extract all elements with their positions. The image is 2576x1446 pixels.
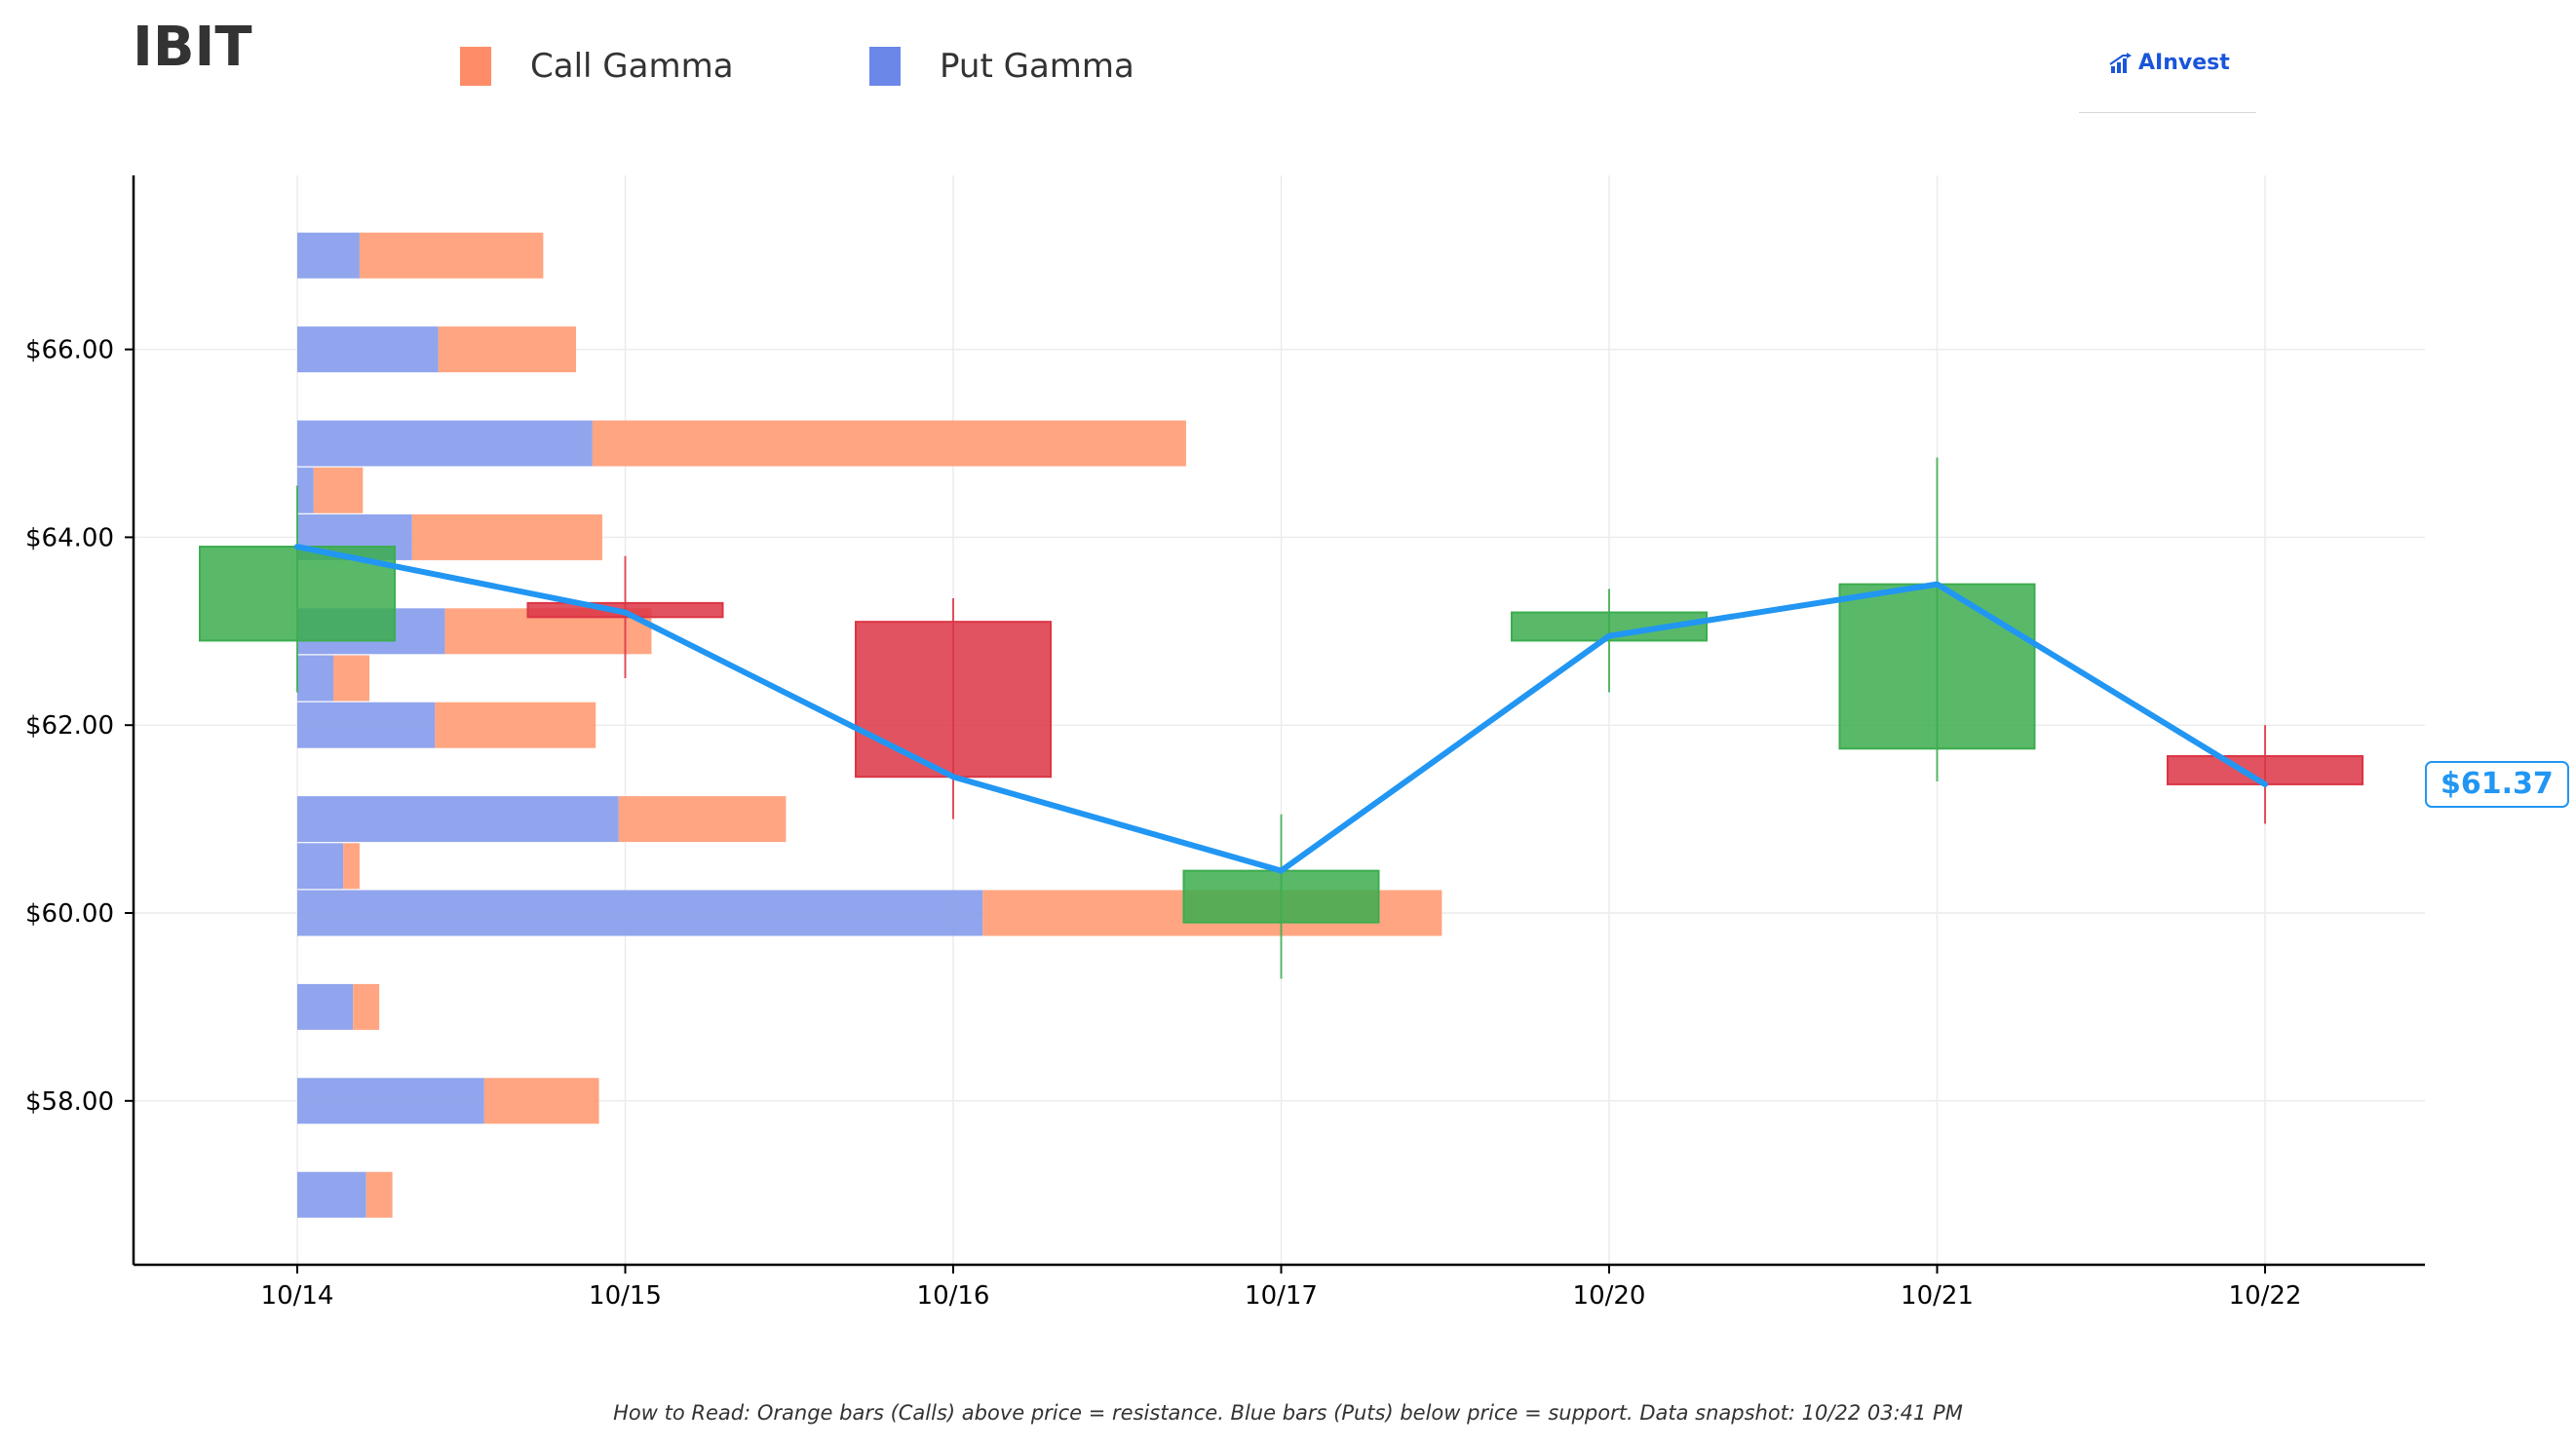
put-gamma-bar: [297, 843, 344, 890]
call-gamma-bar: [618, 796, 787, 843]
logo-underline: [2079, 112, 2256, 113]
y-tick-label: $62.00: [25, 711, 114, 741]
call-gamma-bar: [592, 420, 1186, 467]
candle-body: [2167, 755, 2364, 785]
put-gamma-bar: [297, 1171, 366, 1218]
put-gamma-bar: [297, 467, 314, 514]
candle-body: [1838, 583, 2036, 750]
put-gamma-bar: [297, 232, 360, 279]
legend-put-gamma: Put Gamma: [869, 37, 1134, 95]
y-tick-label: $60.00: [25, 899, 114, 929]
candle-body: [1182, 869, 1380, 924]
put-gamma-bar: [297, 983, 354, 1030]
call-gamma-bar: [313, 467, 364, 514]
call-gamma-label: Call Gamma: [530, 47, 734, 86]
call-gamma-bar: [333, 655, 370, 702]
call-gamma-bar: [359, 232, 544, 279]
price-line: [294, 544, 2268, 874]
y-tick-label: $64.00: [25, 523, 114, 552]
put-gamma-swatch: [869, 47, 901, 86]
footnote: How to Read: Orange bars (Calls) above p…: [613, 1401, 1963, 1425]
call-gamma-bar: [438, 326, 577, 373]
put-gamma-bar: [297, 655, 334, 702]
chart-arrow-icon: [2109, 52, 2132, 73]
call-gamma-swatch: [460, 47, 491, 86]
call-gamma-bar: [483, 1078, 599, 1124]
logo-text: AInvest: [2138, 51, 2230, 75]
x-tick-label: 10/17: [1245, 1281, 1318, 1311]
put-gamma-bar: [297, 796, 619, 843]
put-gamma-bar: [297, 420, 593, 467]
put-gamma-label: Put Gamma: [940, 47, 1134, 86]
call-gamma-bar: [343, 843, 360, 890]
call-gamma-bar: [435, 702, 596, 748]
current-price-tag: $61.37: [2425, 761, 2569, 808]
ticker-title: IBIT: [133, 16, 252, 79]
legend-call-gamma: Call Gamma: [460, 37, 734, 95]
x-tick-label: 10/21: [1901, 1281, 1974, 1311]
x-tick-label: 10/16: [917, 1281, 990, 1311]
x-tick-label: 10/15: [589, 1281, 662, 1311]
ainvest-logo: AInvest: [2109, 51, 2230, 75]
candle-body: [855, 621, 1052, 779]
y-tick-label: $58.00: [25, 1087, 114, 1117]
put-gamma-bar: [297, 702, 436, 748]
put-gamma-bar: [297, 890, 983, 936]
call-gamma-bar: [353, 983, 380, 1030]
x-tick-label: 10/14: [261, 1281, 334, 1311]
x-tick-label: 10/22: [2229, 1281, 2302, 1311]
put-gamma-bar: [297, 326, 439, 373]
y-tick-label: $66.00: [25, 336, 114, 365]
call-gamma-bar: [411, 514, 602, 560]
call-gamma-bar: [365, 1171, 393, 1218]
x-tick-label: 10/20: [1573, 1281, 1646, 1311]
gamma-candlestick-chart: $58.00 $60.00 $62.00 $64.00 $66.00 10/14 10/15…: [25, 175, 2425, 1311]
put-gamma-bar: [297, 1078, 484, 1124]
